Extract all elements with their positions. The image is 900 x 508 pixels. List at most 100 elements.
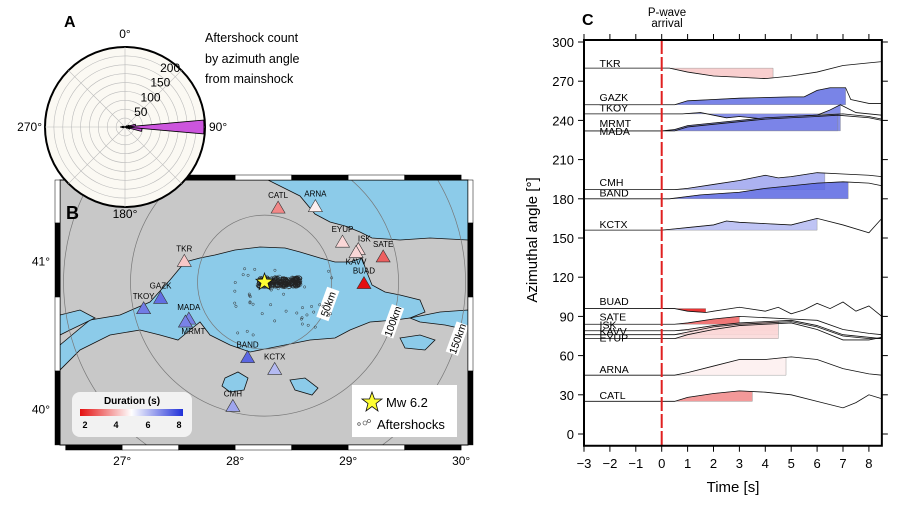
station-tkr[interactable]: TKR	[176, 244, 193, 267]
trace-label: BUAD	[600, 296, 630, 308]
pwave-annotation-line2: arrival	[651, 18, 682, 30]
aftershock-marker	[298, 280, 302, 285]
lon-tick-label: 30°	[452, 454, 470, 468]
aftershock-marker	[276, 275, 280, 280]
lon-tick-label: 29°	[339, 454, 357, 468]
aftershock-marker	[260, 312, 264, 316]
star-icon	[360, 390, 384, 413]
y-tick-label: 90	[560, 309, 574, 324]
y-tick-label: 180	[552, 192, 574, 207]
trace-mada	[584, 114, 882, 132]
triangle-icon	[177, 314, 193, 328]
azimuth-trace	[584, 390, 882, 409]
azimuth-trace	[584, 172, 882, 191]
aftershock-marker	[301, 306, 304, 310]
azimuth-trace	[584, 114, 882, 132]
aftershock-marker	[306, 323, 310, 327]
station-label: ARNA	[304, 190, 327, 199]
station-tkoy[interactable]: TKOY	[133, 292, 155, 315]
station-kctx[interactable]: KCTX	[264, 352, 286, 375]
polar-angle-label: 180°	[113, 207, 138, 221]
aftershock-marker	[243, 267, 247, 271]
station-band[interactable]: BAND	[236, 341, 259, 363]
azimuth-trace	[584, 322, 882, 341]
polar-angle-label: 90°	[209, 120, 227, 134]
aftershock-marker	[299, 317, 303, 321]
trace-label: GAZK	[600, 92, 629, 104]
aftershock-marker	[313, 325, 317, 329]
distance-ring	[63, 180, 466, 445]
aftershock-marker	[303, 285, 307, 289]
aftershock-marker	[300, 322, 304, 326]
x-tick-label: 5	[788, 456, 795, 471]
polar-spoke	[124, 70, 182, 128]
aftershock-marker	[274, 280, 280, 286]
aftershock-marker	[247, 294, 251, 297]
panel-label-c: C	[582, 12, 594, 29]
trace-label: TKR	[600, 58, 621, 70]
aftershock-marker	[295, 311, 299, 315]
station-label: TKR	[176, 244, 192, 253]
trace-band	[584, 181, 882, 200]
triangle-icon	[176, 253, 192, 267]
colorbar-tick: 2	[82, 420, 87, 430]
lake-3	[399, 334, 436, 351]
trace-label: CMH	[600, 177, 624, 189]
azimuth-trace	[584, 87, 882, 106]
x-tick-label: 4	[762, 456, 769, 471]
station-gazk[interactable]: GAZK	[150, 281, 172, 304]
pwave-annotation-line1: P-wave	[648, 7, 686, 19]
trace-label: KCTX	[600, 219, 628, 231]
y-tick-label: 60	[560, 349, 574, 364]
station-eyup[interactable]: EYUP	[332, 225, 354, 248]
station-label: KCTX	[264, 352, 286, 361]
polar-radial-tick: 150	[150, 76, 170, 90]
x-tick-label: −2	[602, 456, 617, 471]
x-tick-label: −3	[577, 456, 592, 471]
aftershock-marker	[286, 281, 290, 285]
duration-colorbar: Duration (s) 2 4 6 8	[72, 392, 192, 437]
station-buad[interactable]: BUAD	[353, 267, 375, 289]
trace-buad	[584, 301, 883, 317]
station-label: BAND	[236, 341, 258, 350]
legend-aftershocks: Aftershocks	[377, 417, 445, 432]
plot-area	[584, 40, 882, 446]
aftershock-marker	[273, 268, 277, 272]
x-tick-label: 3	[736, 456, 743, 471]
x-tick-label: 0	[658, 456, 665, 471]
polar-radial-tick: 100	[141, 90, 161, 104]
colorbar-tick: 6	[145, 420, 150, 430]
triangle-icon	[136, 301, 152, 315]
station-arna[interactable]: ARNA	[304, 190, 327, 212]
aftershock-marker	[321, 304, 325, 308]
plot-frame	[583, 39, 883, 447]
aftershock-marker	[310, 305, 313, 308]
station-cmh[interactable]: CMH	[224, 389, 242, 412]
trace-eyup	[584, 322, 882, 341]
trace-kctx	[584, 217, 883, 234]
station-label: KAVV	[346, 258, 367, 267]
aftershock-marker	[272, 279, 276, 283]
station-label: BUAD	[353, 267, 375, 276]
gulf-izmit	[408, 309, 468, 331]
station-catl[interactable]: CATL	[268, 191, 289, 214]
trace-catl	[584, 390, 882, 409]
polar-spoke	[124, 126, 182, 184]
polar-title-line: by azimuth angle	[205, 52, 300, 66]
station-kavv[interactable]: KAVV	[346, 244, 367, 267]
aftershock-marker	[327, 269, 331, 273]
station-label: CATL	[268, 191, 288, 200]
azimuth-trace	[584, 181, 882, 200]
azimuth-trace	[584, 319, 882, 340]
trace-label: MADA	[600, 126, 630, 138]
x-tick-label: 7	[839, 456, 846, 471]
triangle-icon	[307, 199, 323, 212]
triangle-icon	[267, 361, 283, 375]
trace-cmh	[584, 172, 882, 191]
aftershock-marker	[300, 316, 304, 320]
y-tick-label: 30	[560, 388, 574, 403]
station-mrmt[interactable]: MRMT	[177, 314, 206, 336]
station-sate[interactable]: SATE	[373, 240, 393, 263]
aftershock-marker	[282, 292, 286, 296]
